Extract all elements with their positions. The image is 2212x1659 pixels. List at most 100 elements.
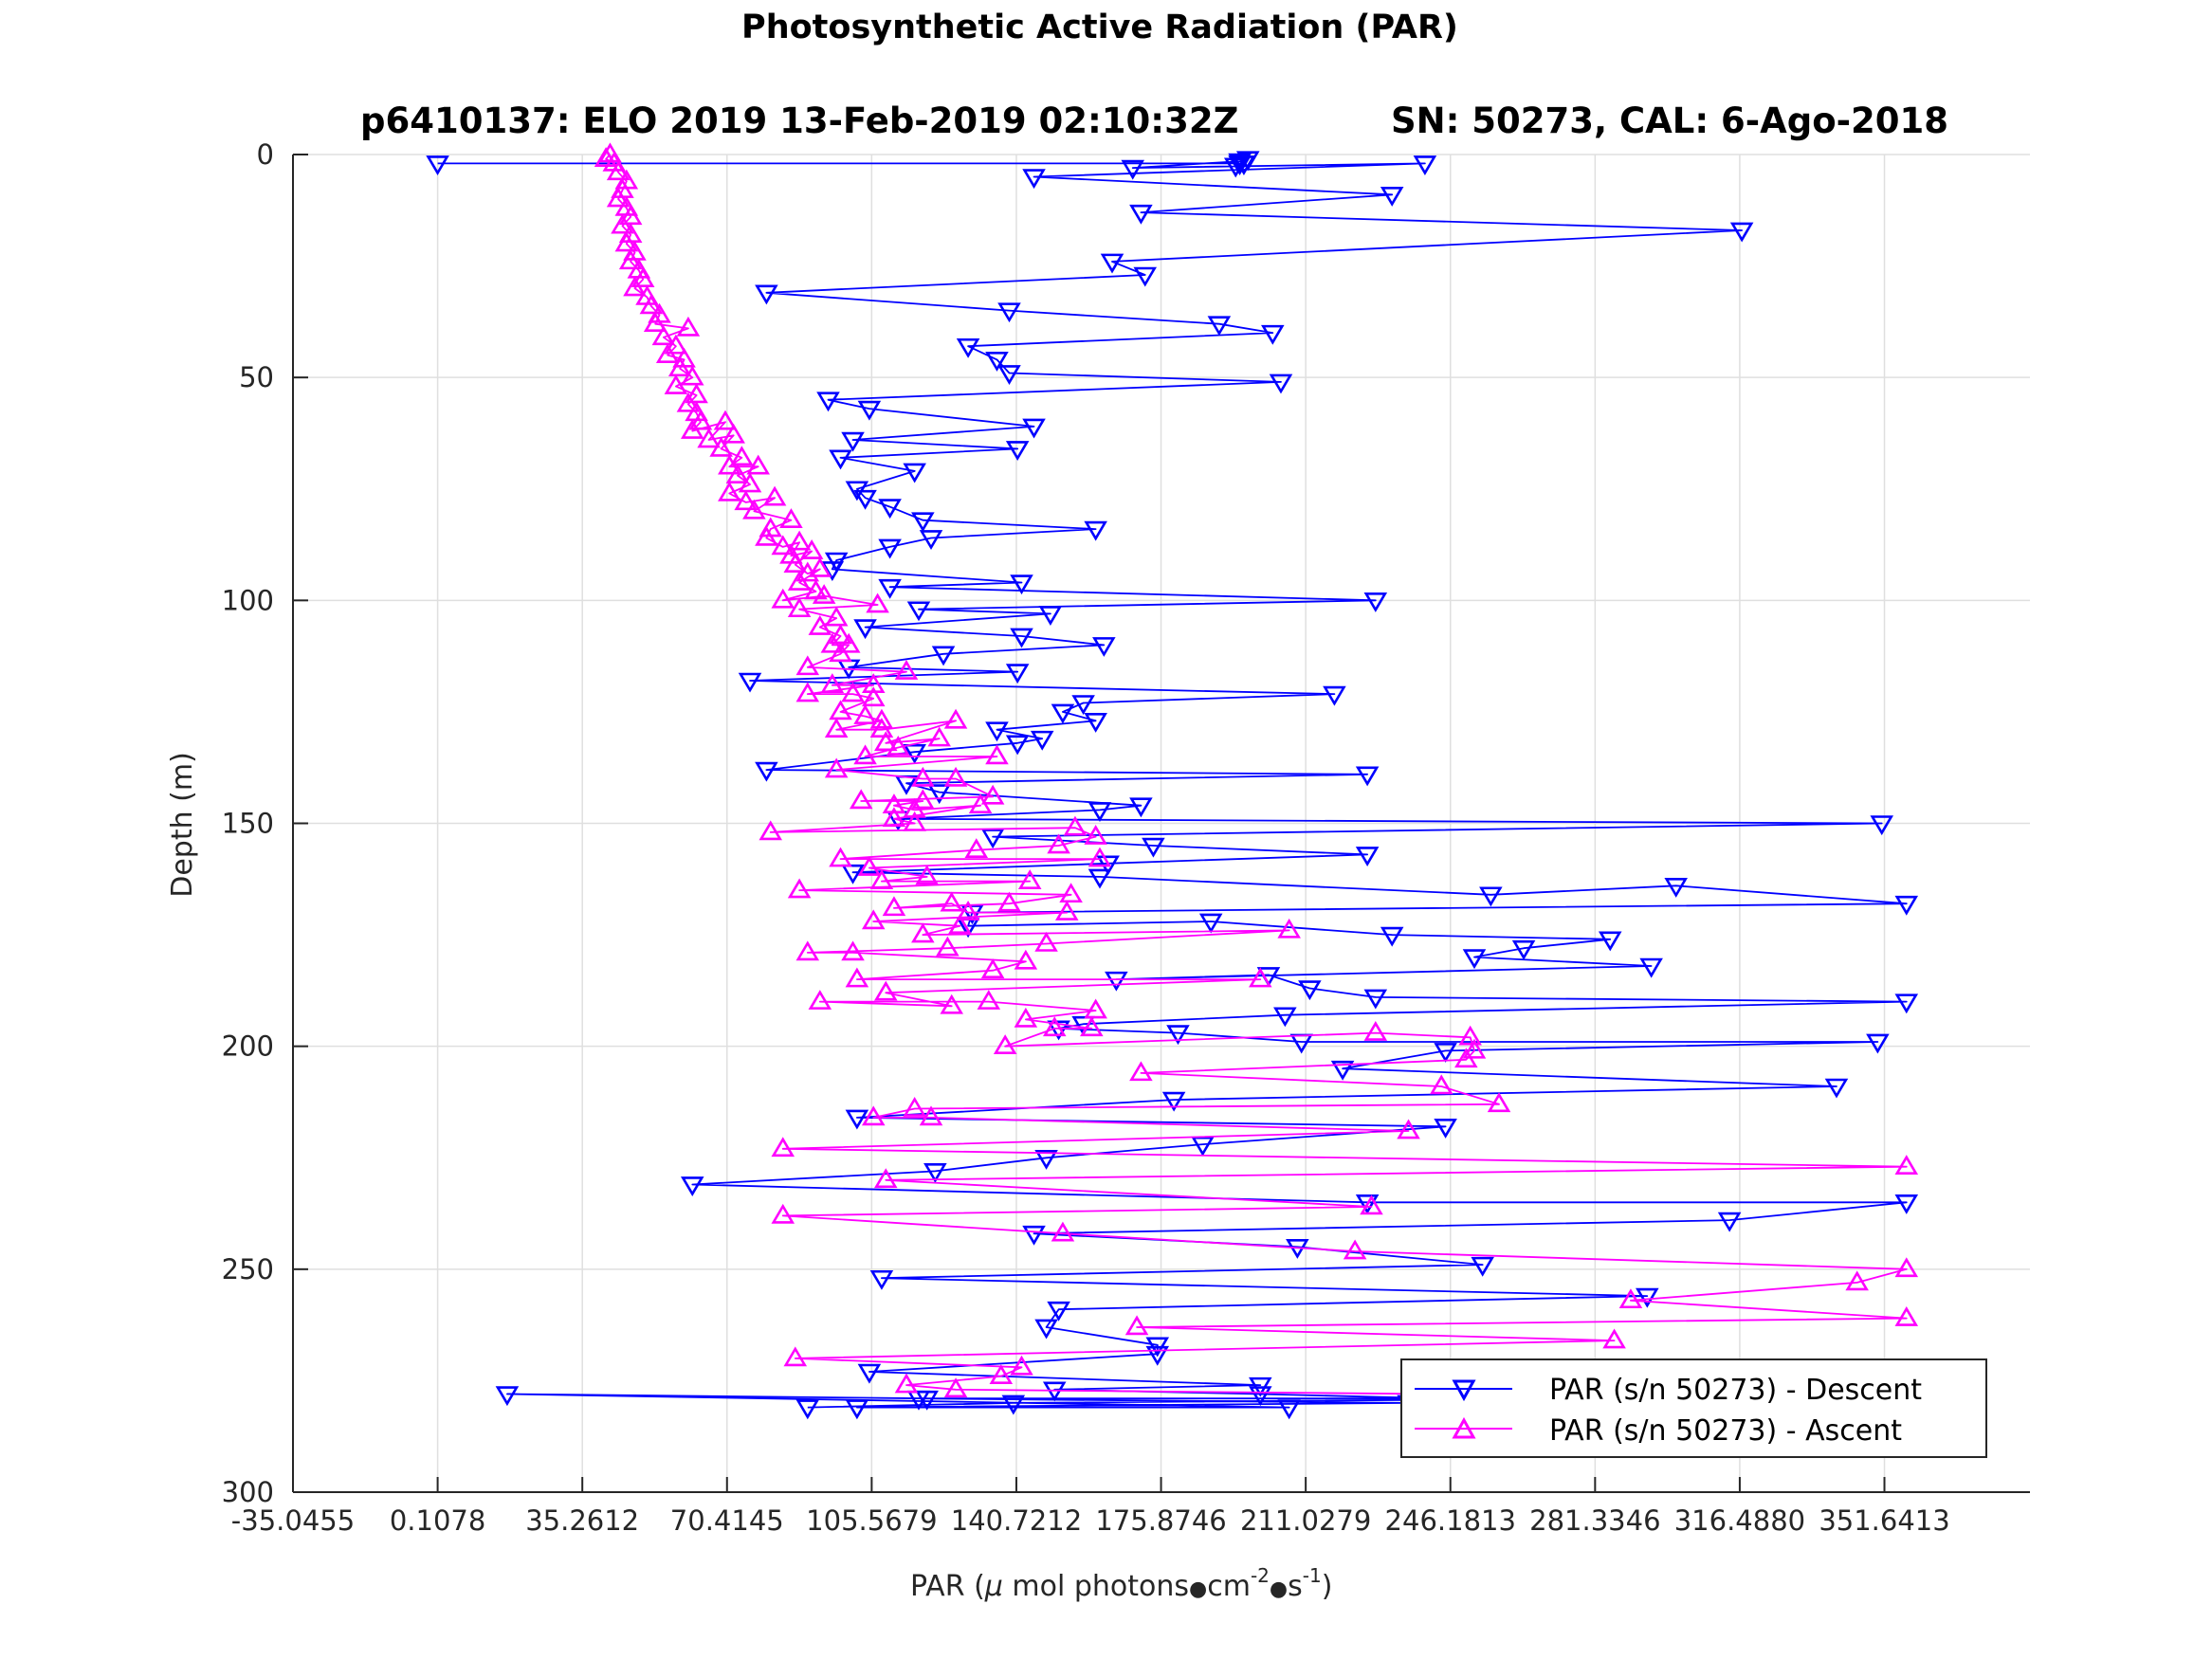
descent-point (1005, 735, 1030, 756)
descent-point (1261, 324, 1285, 345)
descent-point (1088, 802, 1112, 822)
descent-point (1010, 628, 1033, 648)
ascent-point (980, 784, 1005, 805)
ascent-point (911, 922, 935, 943)
ascent-point (1397, 1119, 1420, 1139)
ascent-point (1363, 1020, 1388, 1041)
ascent-point (869, 718, 894, 738)
descent-point (1434, 1043, 1457, 1063)
ascent-point (1014, 1007, 1038, 1028)
y-tick-label: 250 (222, 1253, 274, 1285)
ascent-point (919, 1105, 943, 1126)
descent-point (426, 155, 449, 175)
x-tick-label: 316.4880 (1674, 1504, 1805, 1537)
ascent-point (841, 940, 865, 961)
x-tick-label: 175.8746 (1095, 1504, 1226, 1537)
ascent-point (1063, 815, 1088, 836)
descent-point (927, 784, 951, 805)
ascent-point (866, 592, 889, 613)
ascent-point (989, 1364, 1014, 1385)
descent-point (1038, 606, 1063, 627)
descent-point (931, 646, 956, 666)
descent-point (1380, 187, 1404, 207)
descent-point (1249, 1386, 1272, 1407)
ascent-point (808, 990, 832, 1010)
descent-point (1010, 574, 1033, 595)
descent-point (1870, 815, 1894, 836)
ascent-point (829, 847, 852, 867)
descent-point (1380, 926, 1404, 947)
descent-point (857, 1363, 882, 1384)
x-axis-label: PAR (μ mol photons●cm-2●s-1) (910, 1564, 1332, 1603)
descent-point (1866, 1033, 1890, 1054)
ascent-point (611, 213, 634, 234)
ascent-point (943, 708, 968, 729)
ascent-point (742, 499, 766, 520)
ascent-point (1429, 1074, 1453, 1095)
chart-subtitle-right: SN: 50273, CAL: 6-Ago-2018 (1391, 100, 1948, 141)
ascent-point (1084, 998, 1107, 1019)
ascent-point (667, 356, 692, 377)
descent-point (1071, 695, 1095, 716)
descent-point (878, 578, 902, 599)
descent-point (1129, 204, 1153, 225)
x-axis-ticks: -35.0455 0.1078 35.2612 70.4145 105.5679 140.… (231, 1477, 1950, 1537)
ascent-point (887, 735, 910, 756)
ascent-point (1034, 931, 1058, 952)
ascent-point (980, 958, 1005, 979)
ascent-series (594, 142, 1919, 1407)
descent-point (1084, 713, 1107, 733)
descent-point (1047, 1020, 1070, 1041)
ascent-point (771, 1203, 795, 1224)
descent-point (985, 352, 1009, 372)
ascent-point (1017, 869, 1042, 889)
descent-point (1277, 1399, 1301, 1420)
x-tick-label: 140.7212 (951, 1504, 1082, 1537)
series-layer (426, 142, 1919, 1420)
ascent-point (655, 343, 680, 363)
descent-point (1207, 316, 1232, 337)
ascent-point (812, 584, 836, 604)
descent-point (1824, 1078, 1849, 1099)
legend-ascent-marker-icon (1452, 1416, 1476, 1439)
descent-point (1084, 520, 1107, 541)
ascent-point (1088, 847, 1112, 867)
descent-point (1434, 1119, 1457, 1139)
ascent-point (1454, 1048, 1478, 1068)
ascent-point (853, 744, 877, 765)
legend-box (1400, 1358, 1987, 1458)
descent-point (853, 619, 877, 640)
descent-point (1355, 766, 1380, 787)
ascent-point (759, 820, 782, 841)
x-tick-label: 35.2612 (525, 1504, 639, 1537)
ascent-point (722, 423, 745, 444)
x-tick-label: 105.5679 (806, 1504, 937, 1537)
legend-entry-descent: PAR (s/n 50273) - Descent (1415, 1374, 1922, 1407)
descent-point (985, 721, 1009, 742)
ascent-point (730, 446, 754, 466)
descent-point (1511, 939, 1536, 960)
descent-point (956, 337, 980, 358)
ascent-point (829, 642, 852, 663)
descent-point (738, 672, 762, 693)
ascent-point (882, 793, 906, 813)
y-tick-label: 0 (257, 138, 274, 171)
x-tick-label: 281.3346 (1529, 1504, 1660, 1537)
descent-point (841, 431, 865, 452)
ascent-point (680, 365, 704, 386)
ascent-point (1042, 1016, 1067, 1037)
ascent-point (606, 187, 631, 208)
y-tick-label: 50 (239, 361, 274, 393)
descent-point (1330, 1060, 1355, 1081)
x-tick-label: 351.6413 (1819, 1504, 1949, 1537)
axes-frame (292, 155, 2030, 1493)
descent-point (1145, 1345, 1170, 1366)
ascent-point (940, 891, 963, 912)
ascent-point (783, 1346, 808, 1367)
ascent-point (903, 1096, 926, 1117)
ascent-point (746, 454, 770, 475)
ascent-point (985, 744, 1009, 765)
descent-point (919, 530, 943, 551)
ascent-point (771, 535, 795, 556)
ascent-point (664, 334, 688, 355)
